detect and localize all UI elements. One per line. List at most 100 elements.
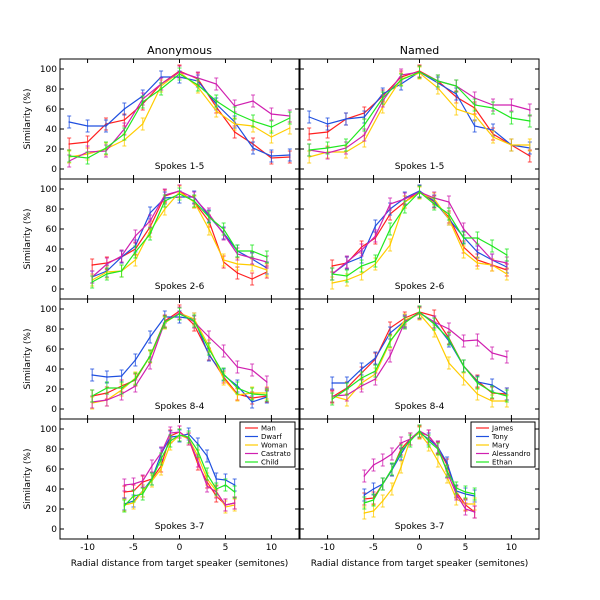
data-point-ethan [491, 245, 493, 247]
legend-entry: Tony [491, 433, 508, 441]
panel-spokes-8-4-named: Spokes 8-4 [299, 298, 540, 420]
y-tick-label: 0 [51, 405, 57, 415]
data-point-child [123, 133, 126, 135]
data-point-child [86, 157, 89, 159]
panel-spokes-1-5-anonymous: 0 20 40 60 80 100 Similarity (%) Spokes 1-5 [23, 58, 300, 180]
panel-label: Spokes 3-7 [155, 522, 205, 532]
y-tick-label: 60 [46, 345, 58, 355]
panel-label: Spokes 3-7 [395, 522, 445, 532]
data-point-child [206, 473, 208, 475]
data-point-alessandro [476, 339, 479, 341]
data-point-child [163, 200, 166, 202]
x-tick-label: -5 [369, 543, 378, 553]
data-point-tony [360, 368, 363, 370]
data-point-castrato [120, 255, 123, 257]
data-point-tony [363, 494, 366, 496]
data-point-child [197, 84, 199, 86]
y-tick-label: 20 [46, 385, 58, 395]
data-point-castrato [251, 257, 253, 259]
x-tick-label: -5 [129, 543, 138, 553]
data-point-child [187, 436, 190, 438]
data-point-mary [381, 500, 384, 502]
data-point-child [141, 101, 144, 103]
data-point-ethan [506, 395, 508, 397]
panel-spokes-2-6-anonymous: 0 20 40 60 80 100 Similarity (%) Spokes 2-6 [23, 178, 300, 300]
data-point-child [289, 117, 291, 119]
data-point-child [106, 387, 108, 389]
data-point-woman [222, 259, 225, 261]
data-point-dwarf [251, 401, 253, 403]
data-point-man [86, 141, 89, 143]
data-point-woman [236, 394, 239, 396]
data-point-ethan [427, 440, 430, 442]
column-title: Named [400, 44, 439, 57]
data-point-ethan [510, 117, 513, 119]
data-point-man [91, 264, 93, 266]
data-point-ethan [473, 493, 476, 495]
y-axis-label: Similarity (%) [23, 209, 33, 270]
data-point-woman [132, 502, 135, 504]
data-point-mary [448, 362, 450, 364]
y-tick-label: 20 [46, 265, 58, 275]
data-point-tony [492, 129, 494, 131]
data-point-castrato [251, 369, 253, 371]
data-point-dwarf [105, 125, 107, 127]
data-point-james [308, 133, 310, 135]
data-point-man [236, 272, 239, 274]
panel-label: Spokes 2-6 [155, 282, 205, 292]
data-point-alessandro [374, 235, 377, 237]
column-title: Anonymous [147, 44, 212, 57]
data-point-ethan [363, 502, 366, 504]
data-point-child [123, 505, 126, 507]
data-point-ethan [433, 323, 436, 325]
legend-entry: Mary [492, 442, 509, 450]
y-tick-label: 100 [40, 185, 57, 195]
data-point-castrato [215, 83, 218, 85]
x-tick-label: 10 [506, 543, 518, 553]
data-point-castrato [151, 465, 153, 467]
data-point-tony [326, 123, 329, 125]
data-point-ethan [331, 273, 333, 275]
data-point-ethan [462, 237, 465, 239]
data-point-castrato [233, 105, 236, 107]
x-tick-label: 5 [223, 543, 229, 553]
data-point-ethan [455, 85, 458, 87]
data-point-ethan [360, 377, 363, 379]
data-point-alessandro [360, 385, 363, 387]
data-point-alessandro [374, 378, 377, 380]
data-point-child [160, 458, 162, 460]
data-point-castrato [149, 220, 151, 222]
data-point-child [208, 216, 210, 218]
legend-entry: Alessandro [492, 450, 531, 458]
data-point-mary [473, 114, 476, 116]
data-point-man [68, 143, 70, 145]
data-point-castrato [208, 336, 210, 338]
data-point-child [266, 256, 268, 258]
panel-spokes-3-7-anonymous: 0 20 40 60 80 100 -10 -5 0 5 10 Similarity (%) Spoke… [23, 418, 300, 553]
data-point-child [197, 450, 199, 452]
data-point-man [123, 119, 126, 121]
data-point-dwarf [270, 155, 273, 157]
data-point-mary [491, 400, 493, 402]
y-tick-label: 80 [46, 445, 58, 455]
data-point-alessandro [363, 475, 366, 477]
data-point-child [208, 348, 210, 350]
legend-entry: Man [261, 425, 276, 433]
panel-label: Spokes 2-6 [395, 282, 445, 292]
data-point-ethan [437, 80, 439, 82]
data-point-ethan [326, 147, 329, 149]
data-point-castrato [169, 432, 172, 434]
data-point-mary [506, 273, 508, 275]
data-point-castrato [266, 381, 268, 383]
data-point-dwarf [252, 147, 254, 149]
data-point-ethan [418, 311, 421, 313]
data-point-tony [308, 116, 310, 118]
data-point-child [141, 493, 144, 495]
data-point-child [251, 250, 253, 252]
data-point-castrato [206, 485, 208, 487]
data-point-child [68, 155, 70, 157]
data-point-castrato [252, 100, 254, 102]
data-point-ethan [381, 483, 384, 485]
panel-spokes-8-4-anonymous: 0 20 40 60 80 100 Similarity (%) Spokes 8-4 [23, 298, 300, 420]
